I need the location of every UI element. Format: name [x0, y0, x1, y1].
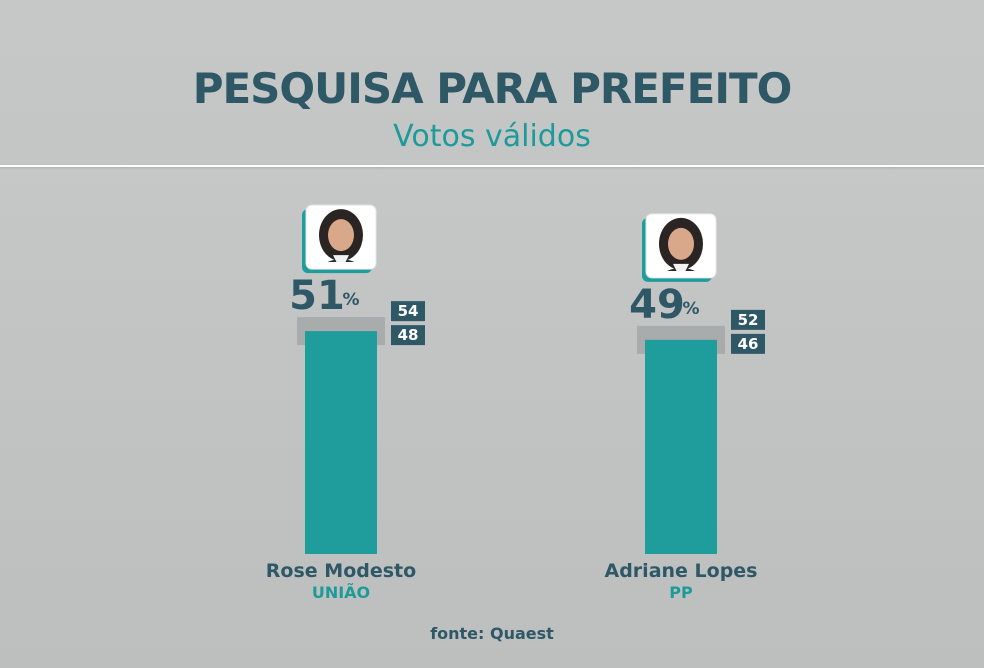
- upper-bound-box: [731, 309, 765, 330]
- chart-title: PESQUISA PARA PREFEITO: [192, 64, 793, 113]
- candidate-party: PP: [669, 583, 693, 602]
- candidate-party: UNIÃO: [312, 583, 370, 602]
- lower-bound-label: 46: [738, 335, 759, 353]
- collar-shape: [673, 263, 689, 271]
- header-divider: [0, 165, 984, 167]
- source-note: fonte: Quaest: [430, 624, 554, 643]
- value-suffix: %: [342, 290, 359, 310]
- value-label: 49: [629, 282, 685, 328]
- candidate-name: Adriane Lopes: [605, 560, 758, 582]
- upper-bound-label: 52: [738, 311, 759, 329]
- candidate-name: Rose Modesto: [266, 560, 416, 582]
- value-label: 51: [289, 273, 345, 319]
- avatar-icon: [311, 209, 371, 262]
- face-shape: [668, 227, 694, 260]
- value-suffix: %: [682, 299, 699, 319]
- upper-bound-label: 54: [398, 302, 419, 320]
- header: PESQUISA PARA PREFEITO Votos válidos: [0, 0, 984, 166]
- upper-bound-box: [391, 301, 425, 322]
- chart-subtitle: Votos válidos: [393, 119, 591, 154]
- bar: [645, 339, 717, 554]
- bar: [305, 331, 377, 554]
- collar-shape: [333, 255, 349, 262]
- lower-bound-box: [391, 325, 425, 346]
- lower-bound-box: [731, 333, 765, 354]
- lower-bound-label: 48: [398, 326, 419, 344]
- avatar-icon: [651, 217, 711, 271]
- face-shape: [328, 219, 354, 252]
